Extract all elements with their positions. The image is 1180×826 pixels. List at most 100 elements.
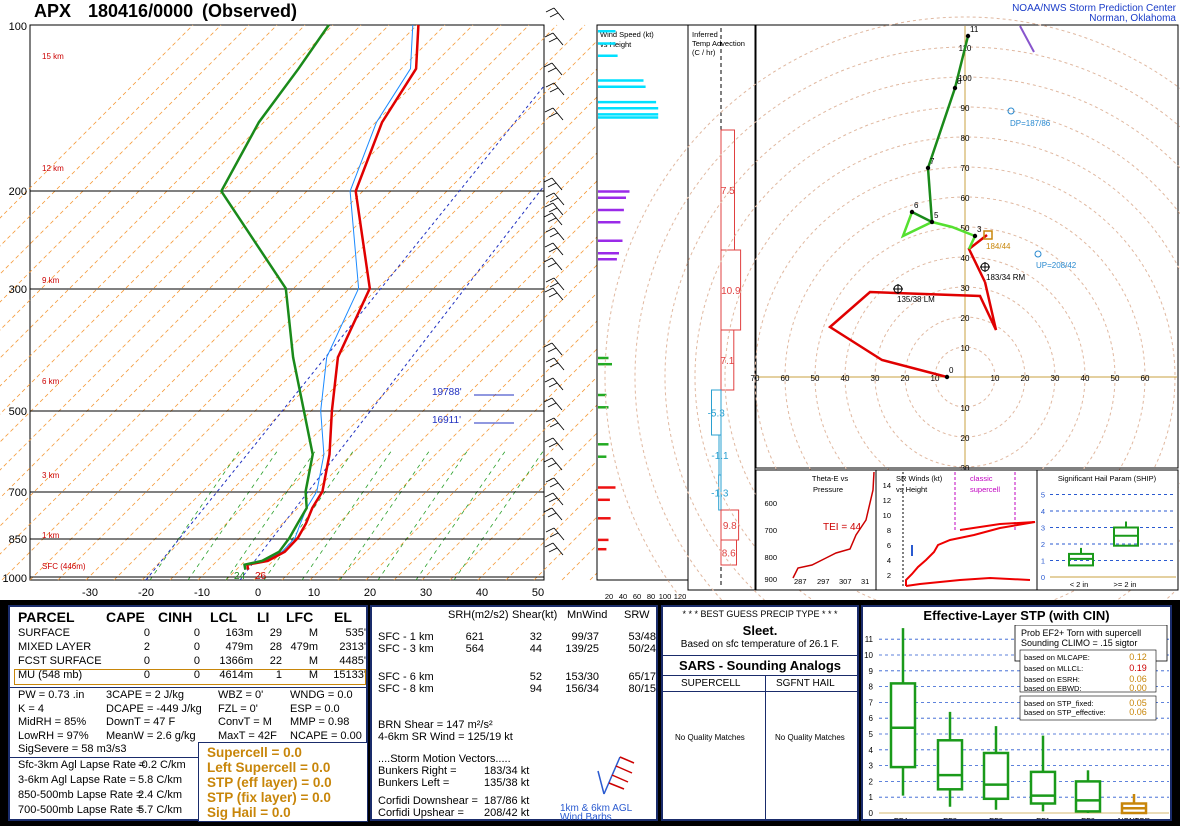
parcel-cell: 163m: [225, 627, 253, 639]
moist-adiabat: [339, 449, 431, 581]
parcel-cell: M: [308, 627, 318, 639]
wind-barb: [552, 287, 564, 301]
moist-adiabat: [377, 449, 469, 581]
t-label: 0: [255, 587, 261, 599]
srw-ylabel: 4: [887, 556, 891, 565]
motion-value: 135/38 kt: [484, 777, 530, 789]
parcel-cell: 0: [143, 627, 150, 639]
hodo-point-label: 7: [930, 157, 935, 166]
stp-ylabel: 6: [869, 714, 874, 723]
credit-line-2: Norman, Oklahoma: [1089, 13, 1176, 24]
hodo-x-label: 50: [811, 374, 820, 383]
theta-xlabel: 31: [861, 577, 869, 586]
advection-value: 7.1: [720, 356, 734, 367]
advection-value: 7.5: [721, 186, 735, 197]
hodo-ring-label: 80: [961, 134, 970, 143]
ws-axis: 80: [647, 592, 655, 600]
srw-note-1: classic: [970, 474, 993, 483]
wind-barb-flag: [547, 182, 557, 188]
storm-motion-title: ....Storm Motion Vectors.....: [378, 753, 511, 765]
wind-barb-flag: [544, 202, 554, 208]
tei-value: TEI = 44: [823, 522, 862, 533]
parcel-cell: 2313': [339, 641, 366, 653]
stp-based-value: 0.06: [1129, 707, 1147, 717]
wind-barb-flag: [547, 67, 557, 73]
precip-note: Based on sfc temperature of 26.1 F.: [680, 639, 840, 650]
ws-axis: 100: [659, 592, 672, 600]
isotherm: [0, 24, 474, 499]
sars-supercell-header: SUPERCELL: [681, 678, 741, 689]
hodo-ring-label: 70: [961, 164, 970, 173]
kinematic-cell: 139/25: [565, 643, 599, 655]
stp-ylabel: 2: [869, 777, 874, 786]
parcel-header: PARCEL: [18, 609, 75, 625]
theta-title: Theta-E vs: [812, 474, 849, 483]
ship-ylabel: 1: [1041, 557, 1045, 566]
theta-e-profile: [792, 471, 875, 579]
h-label-1km: 1 km: [42, 531, 60, 540]
h-label-6km: 6 km: [42, 377, 60, 386]
isotherm: [0, 24, 278, 303]
wind-barb-flag: [545, 192, 555, 198]
composite-box: Supercell = 0.0 Left Supercell = 0.0 STP (…: [198, 742, 368, 822]
lapse-value: 5.8 C/km: [138, 774, 183, 786]
stp-category: NONTOR: [1118, 816, 1151, 819]
p-label-200: 200: [9, 186, 27, 198]
up-marker: [1034, 250, 1042, 258]
wind-barb-flag: [547, 462, 557, 468]
kinematic-cell: 65/17: [628, 671, 656, 683]
lm-label: 135/38 LM: [897, 295, 935, 304]
stp-based-label: based on EBWD:: [1024, 684, 1082, 693]
hodo-point: [965, 33, 971, 39]
kinematic-cell: 80/15: [628, 683, 656, 695]
li-header: LI: [257, 609, 270, 625]
wind-barb-flag: [545, 227, 555, 233]
parcel-cell: FCST SURFACE: [18, 655, 102, 667]
sars-hail-msg: No Quality Matches: [775, 733, 845, 742]
adv-title-1: Inferred: [692, 30, 718, 39]
stp-ylabel: 11: [865, 635, 874, 644]
wind-barb: [552, 542, 564, 556]
wind-barb-flag: [543, 457, 553, 463]
hodo-x-label: 10: [991, 374, 1000, 383]
dp-marker: [1007, 107, 1015, 115]
hodo-point-label: 8: [957, 77, 962, 86]
isotherm: [29, 24, 586, 581]
wind-barb-flag: [549, 232, 559, 238]
motion-barbs-icon: [597, 756, 635, 795]
wind-barb-flag: [544, 32, 554, 38]
hodo-ring-label: 20: [961, 314, 970, 323]
motion-value: 183/34 kt: [484, 765, 530, 777]
zero-isotherm-1: [145, 85, 545, 581]
parcel-cell: 4485': [339, 655, 366, 667]
parcel-cell: 479m: [290, 641, 318, 653]
cinh-header: CINH: [158, 609, 193, 625]
marker-label-1: 19788': [432, 387, 462, 398]
temp-advection-panel: Inferred Temp Advection (C / hr) 7.5 10.9…: [687, 24, 756, 591]
hodo-ring-label: 60: [961, 194, 970, 203]
ws-axis: 20: [605, 592, 613, 600]
parcel-cell: 0: [193, 627, 200, 639]
p-label-1000: 1000: [3, 573, 27, 585]
h-label-12km: 12 km: [42, 164, 64, 173]
parcel-cell: SURFACE: [18, 627, 70, 639]
profile-series-1: [243, 24, 414, 570]
adv-title-3: (C / hr): [692, 48, 716, 57]
hodo-ring-label: 100: [958, 74, 972, 83]
advection-value: 10.9: [721, 286, 741, 297]
hodo-y-label: 30: [961, 464, 970, 473]
kinematic-cell: 32: [529, 631, 542, 643]
stp-ylabel: 3: [869, 762, 874, 771]
motion-label: Corfidi Downshear =: [378, 795, 478, 807]
ws-axis: 40: [619, 592, 627, 600]
wind-barb-flag: [544, 242, 554, 248]
wind-barb-flag: [543, 257, 553, 263]
moist-adiabat: [263, 449, 355, 581]
sounding-kind: (Observed): [202, 1, 297, 21]
wind-barb-flag: [544, 287, 554, 293]
stp-category: EF4+: [894, 816, 913, 819]
wind-barb-flag: [549, 87, 559, 93]
stp-prob-1: Prob EF2+ Torn with supercell: [1021, 628, 1141, 638]
theta-xlabel: 287: [794, 577, 807, 586]
stp-title: Effective-Layer STP (with CIN): [923, 608, 1110, 623]
